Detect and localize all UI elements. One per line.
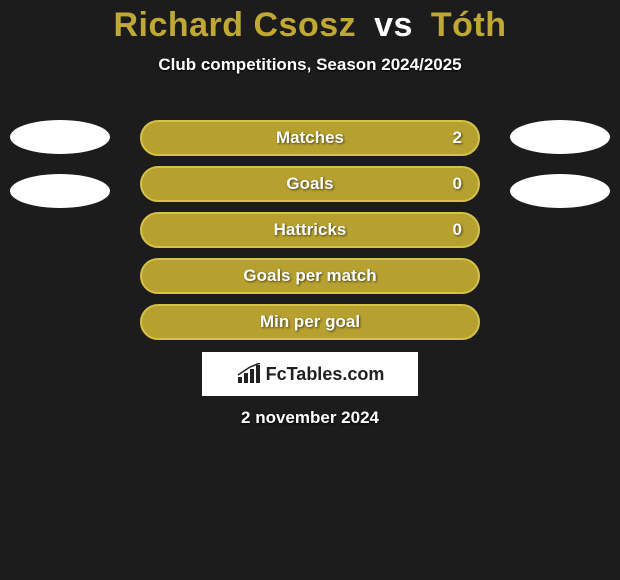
comparison-card: Richard Csosz vs Tóth Club competitions,… bbox=[0, 0, 620, 580]
player2-name: Tóth bbox=[431, 6, 507, 44]
stat-label: Goals bbox=[140, 166, 480, 202]
stat-rows: Matches 2 Goals 0 Hattricks 0 Goals per … bbox=[0, 118, 620, 348]
stat-row-matches: Matches 2 bbox=[0, 118, 620, 164]
vs-label: vs bbox=[366, 6, 421, 44]
brand-badge: FcTables.com bbox=[202, 352, 418, 396]
stat-label: Hattricks bbox=[140, 212, 480, 248]
date-label: 2 november 2024 bbox=[0, 408, 620, 428]
page-title: Richard Csosz vs Tóth bbox=[0, 0, 620, 45]
stat-value: 2 bbox=[453, 120, 462, 156]
stat-label: Matches bbox=[140, 120, 480, 156]
subtitle: Club competitions, Season 2024/2025 bbox=[0, 55, 620, 75]
stat-value: 0 bbox=[453, 166, 462, 202]
brand-text: FcTables.com bbox=[266, 364, 385, 385]
stat-row-min-per-goal: Min per goal bbox=[0, 302, 620, 348]
bar-chart-icon bbox=[236, 363, 262, 385]
stat-row-goals: Goals 0 bbox=[0, 164, 620, 210]
stat-label: Min per goal bbox=[140, 304, 480, 340]
stat-value: 0 bbox=[453, 212, 462, 248]
stat-label: Goals per match bbox=[140, 258, 480, 294]
stat-row-goals-per-match: Goals per match bbox=[0, 256, 620, 302]
stat-row-hattricks: Hattricks 0 bbox=[0, 210, 620, 256]
player1-name: Richard Csosz bbox=[113, 6, 356, 44]
